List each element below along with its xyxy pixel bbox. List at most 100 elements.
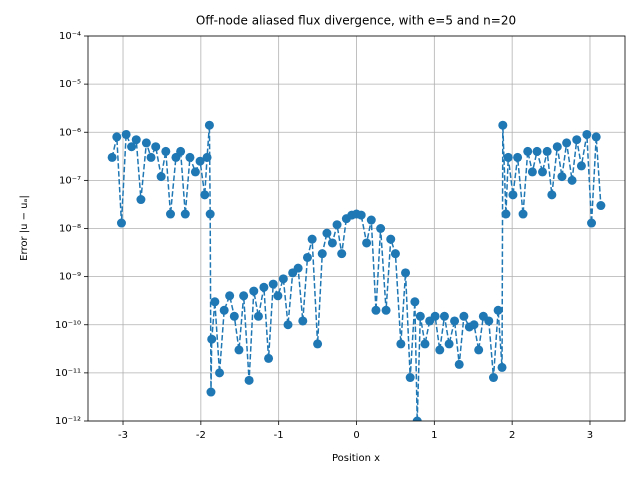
data-point [207,334,217,344]
data-point [508,190,518,200]
data-point [362,238,372,248]
data-point [444,339,454,349]
data-point [202,152,212,162]
data-point [532,146,542,156]
data-point [498,120,508,130]
data-point [518,209,528,219]
data-point [234,345,244,355]
data-point [176,146,186,156]
data-point [293,263,303,273]
y-tick-label: 10⁻⁸ [59,224,81,235]
x-tick-label: -1 [274,430,284,441]
y-tick-label: 10⁻⁵ [59,79,81,90]
data-point [552,142,562,152]
data-point [459,311,469,321]
data-point [420,339,430,349]
data-point [410,297,420,307]
data-point [283,320,293,330]
data-point [337,249,347,259]
y-axis-label: Error |u − uₐ| [19,195,30,261]
data-point [474,345,484,355]
data-point [161,146,171,156]
data-point [376,224,386,233]
data-point [493,305,503,315]
y-tick-label: 10⁻⁷ [59,175,81,186]
data-point [121,129,131,139]
x-tick-label: 0 [353,430,359,441]
data-point [527,167,537,177]
data-point [435,345,445,355]
data-point [229,311,239,321]
data-point [503,152,513,162]
data-point [523,146,533,156]
data-point [204,120,214,130]
data-point [165,209,175,219]
data-point [576,161,586,171]
data-point [136,195,146,205]
data-point [107,152,117,162]
data-point [596,201,606,211]
data-point [127,142,137,152]
data-point [513,152,523,162]
data-point [156,172,166,182]
data-point [317,249,327,259]
data-point [273,291,283,301]
data-point [195,156,205,166]
data-point [587,218,597,228]
y-tick-label: 10⁻⁴ [59,31,81,42]
data-point [538,167,548,177]
data-point [239,291,249,301]
data-point [501,209,511,219]
data-point [249,286,259,296]
data-point [562,138,572,148]
data-point [567,175,577,185]
data-point [450,316,460,326]
data-point [215,368,225,378]
data-point [582,129,592,139]
data-point [332,220,342,230]
data-point [268,279,278,289]
data-point [542,146,552,156]
data-point [371,305,381,315]
y-tick-label: 10⁻¹⁰ [55,320,81,331]
data-point [259,282,269,292]
y-tick-label: 10⁻¹² [55,416,81,427]
data-point [386,234,396,244]
x-tick-label: 1 [431,430,437,441]
data-point [469,320,479,330]
data-point [219,305,229,315]
data-point [572,135,582,145]
data-point [547,190,557,200]
data-point [112,132,122,142]
data-point [205,209,215,219]
data-point [356,210,366,220]
data-point [366,215,376,225]
data-point [146,152,156,162]
data-point [313,339,323,349]
data-point [591,132,601,142]
data-point [253,311,263,321]
data-point [439,311,449,321]
y-tick-label: 10⁻⁶ [59,127,81,138]
data-point [302,252,312,262]
data-point [200,190,210,200]
data-point [244,375,254,385]
data-point [415,311,425,321]
data-point [151,142,161,152]
data-point [381,305,391,315]
data-point [190,167,200,177]
plot-frame [87,35,626,422]
data-point [322,228,332,238]
data-point [116,218,126,228]
data-point [141,138,151,148]
data-point [225,291,235,301]
data-point [454,359,464,369]
data-point [307,234,317,244]
data-point [484,316,494,326]
data-point [180,209,190,219]
data-point [131,135,141,145]
data-point [206,387,216,397]
data-point [210,297,220,307]
